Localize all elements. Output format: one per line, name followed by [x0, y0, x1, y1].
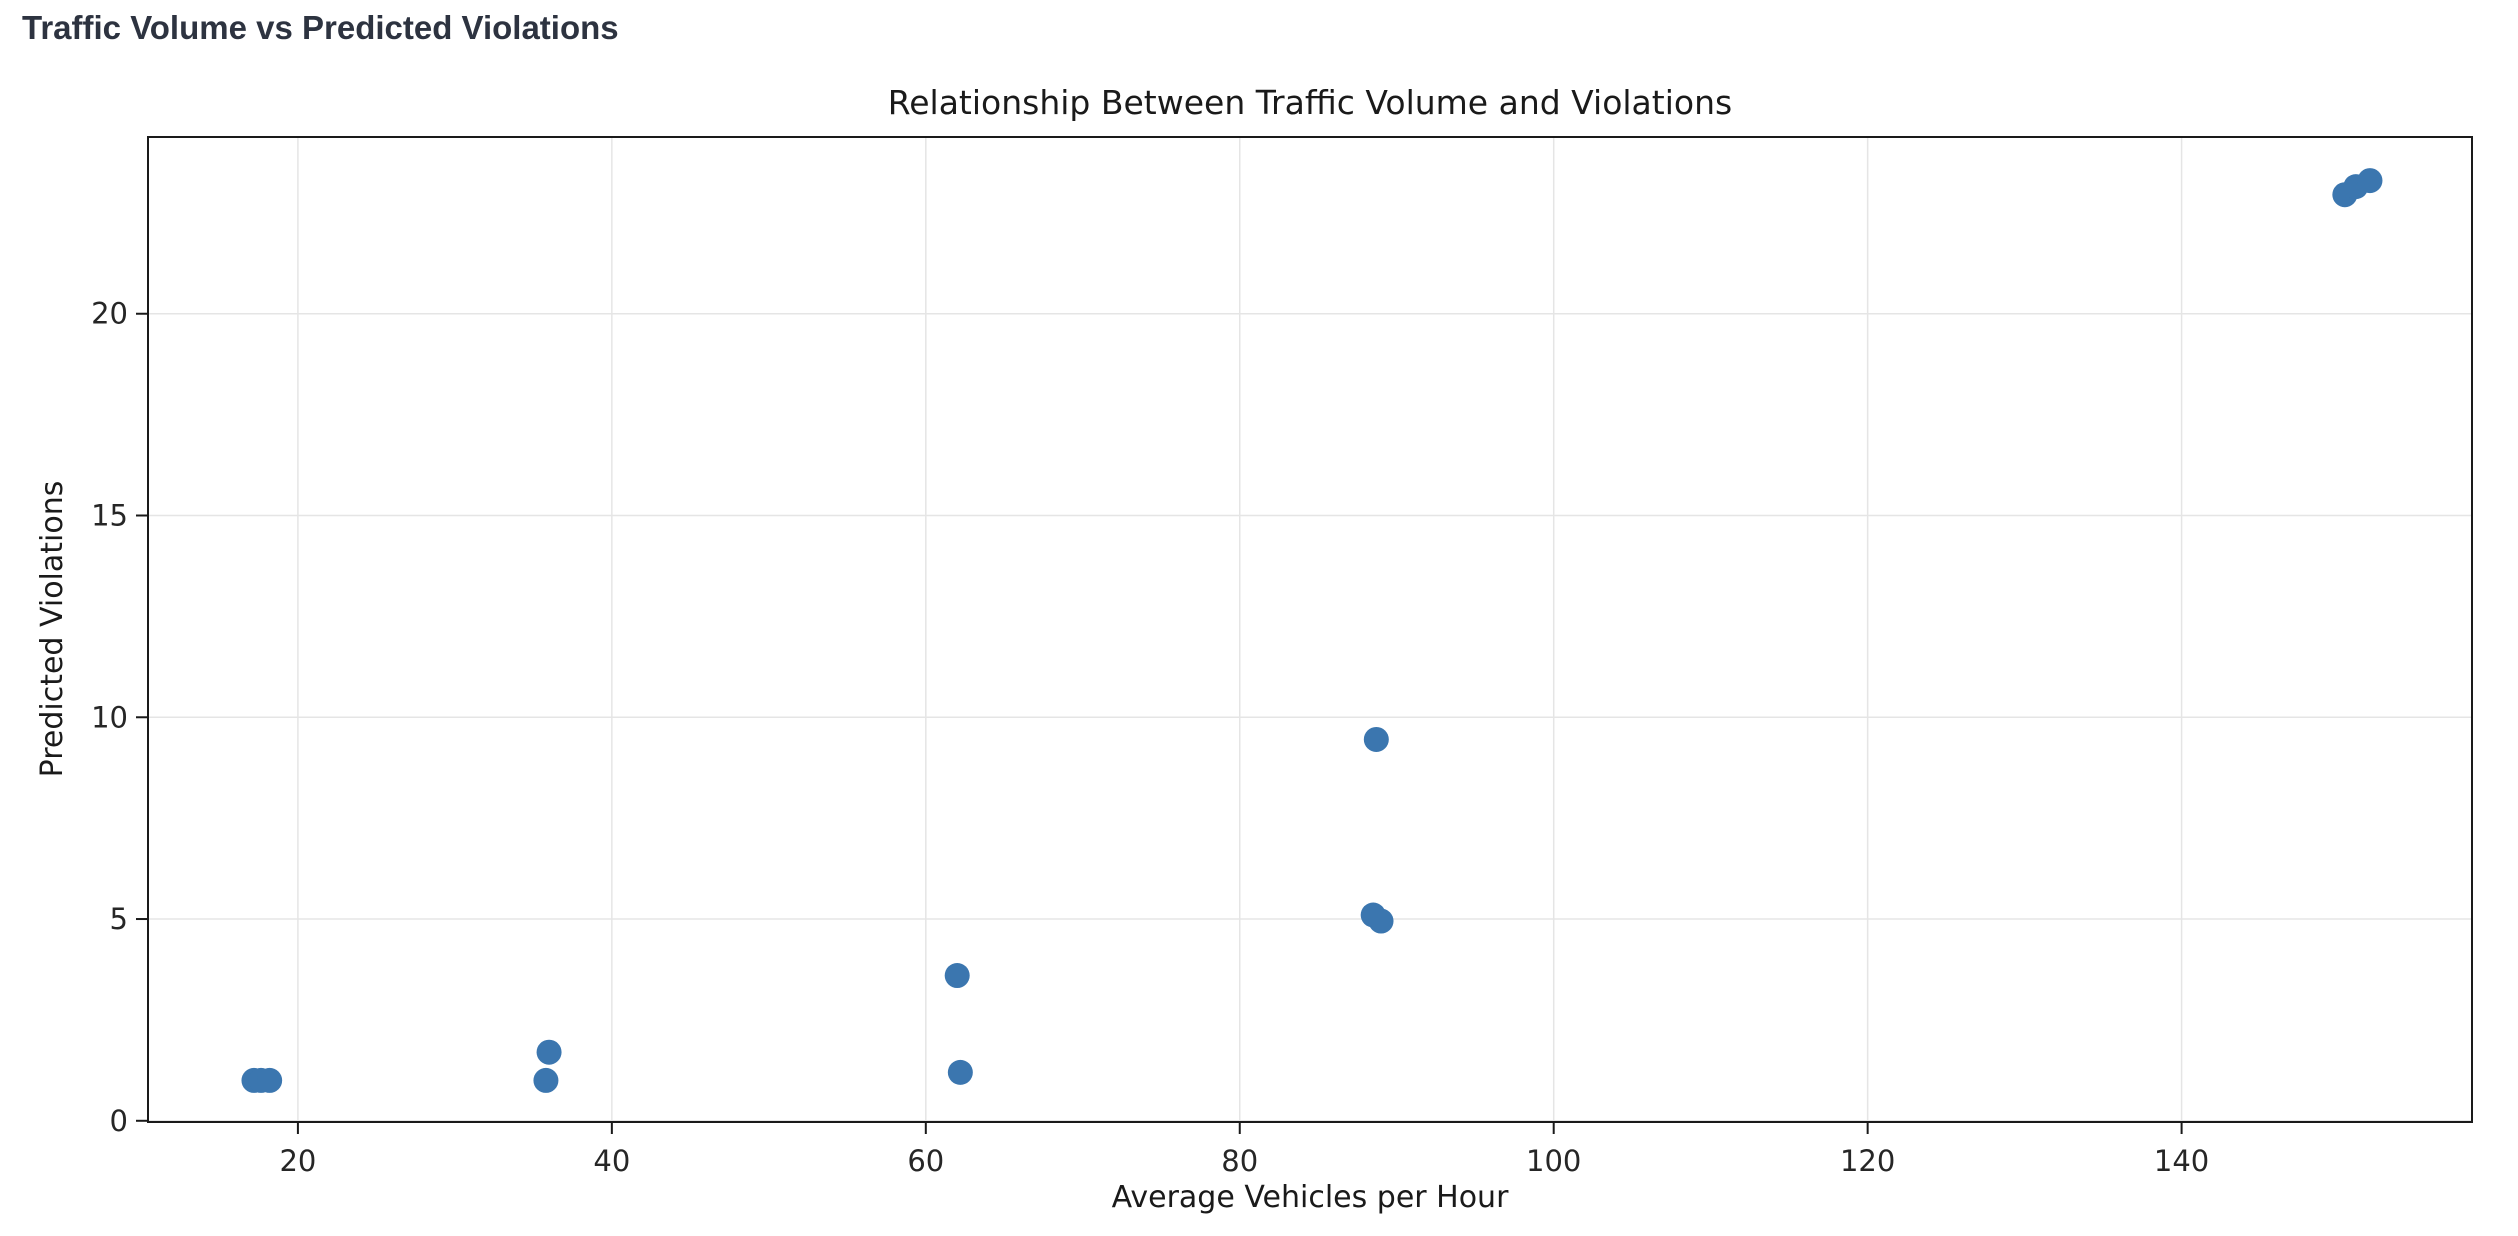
x-tick-label: 20	[279, 1144, 316, 1178]
data-point	[257, 1067, 283, 1093]
data-point	[533, 1067, 559, 1093]
y-tick-label: 0	[110, 1104, 128, 1138]
y-tick-label: 5	[110, 902, 128, 936]
data-point	[536, 1039, 562, 1065]
y-tick-label: 20	[91, 297, 128, 331]
scatter-points	[241, 168, 2383, 1093]
x-tick-label: 100	[1526, 1144, 1581, 1178]
tick-layer: 20 40 60 80 100 120 140 0 5 10 15 20	[91, 297, 2209, 1178]
x-tick-label: 120	[1840, 1144, 1895, 1178]
x-tick-label: 60	[907, 1144, 944, 1178]
data-point	[944, 963, 970, 989]
x-tick-label: 40	[593, 1144, 630, 1178]
y-axis-label: Predicted Violations	[35, 481, 70, 778]
data-point	[1363, 726, 1389, 752]
plot-area-border	[147, 136, 2473, 1123]
data-point	[947, 1059, 973, 1085]
y-tick-label: 10	[91, 700, 128, 734]
x-tick-label: 80	[1221, 1144, 1258, 1178]
grid-layer	[148, 137, 2472, 1122]
data-point	[2357, 168, 2383, 194]
x-axis-label: Average Vehicles per Hour	[1112, 1180, 1509, 1215]
page-heading: Traffic Volume vs Predicted Violations	[22, 9, 619, 46]
chart-title: Relationship Between Traffic Volume and …	[888, 83, 1732, 122]
x-tick-label: 140	[2154, 1144, 2209, 1178]
y-tick-label: 15	[91, 499, 128, 533]
data-point	[1368, 908, 1394, 934]
